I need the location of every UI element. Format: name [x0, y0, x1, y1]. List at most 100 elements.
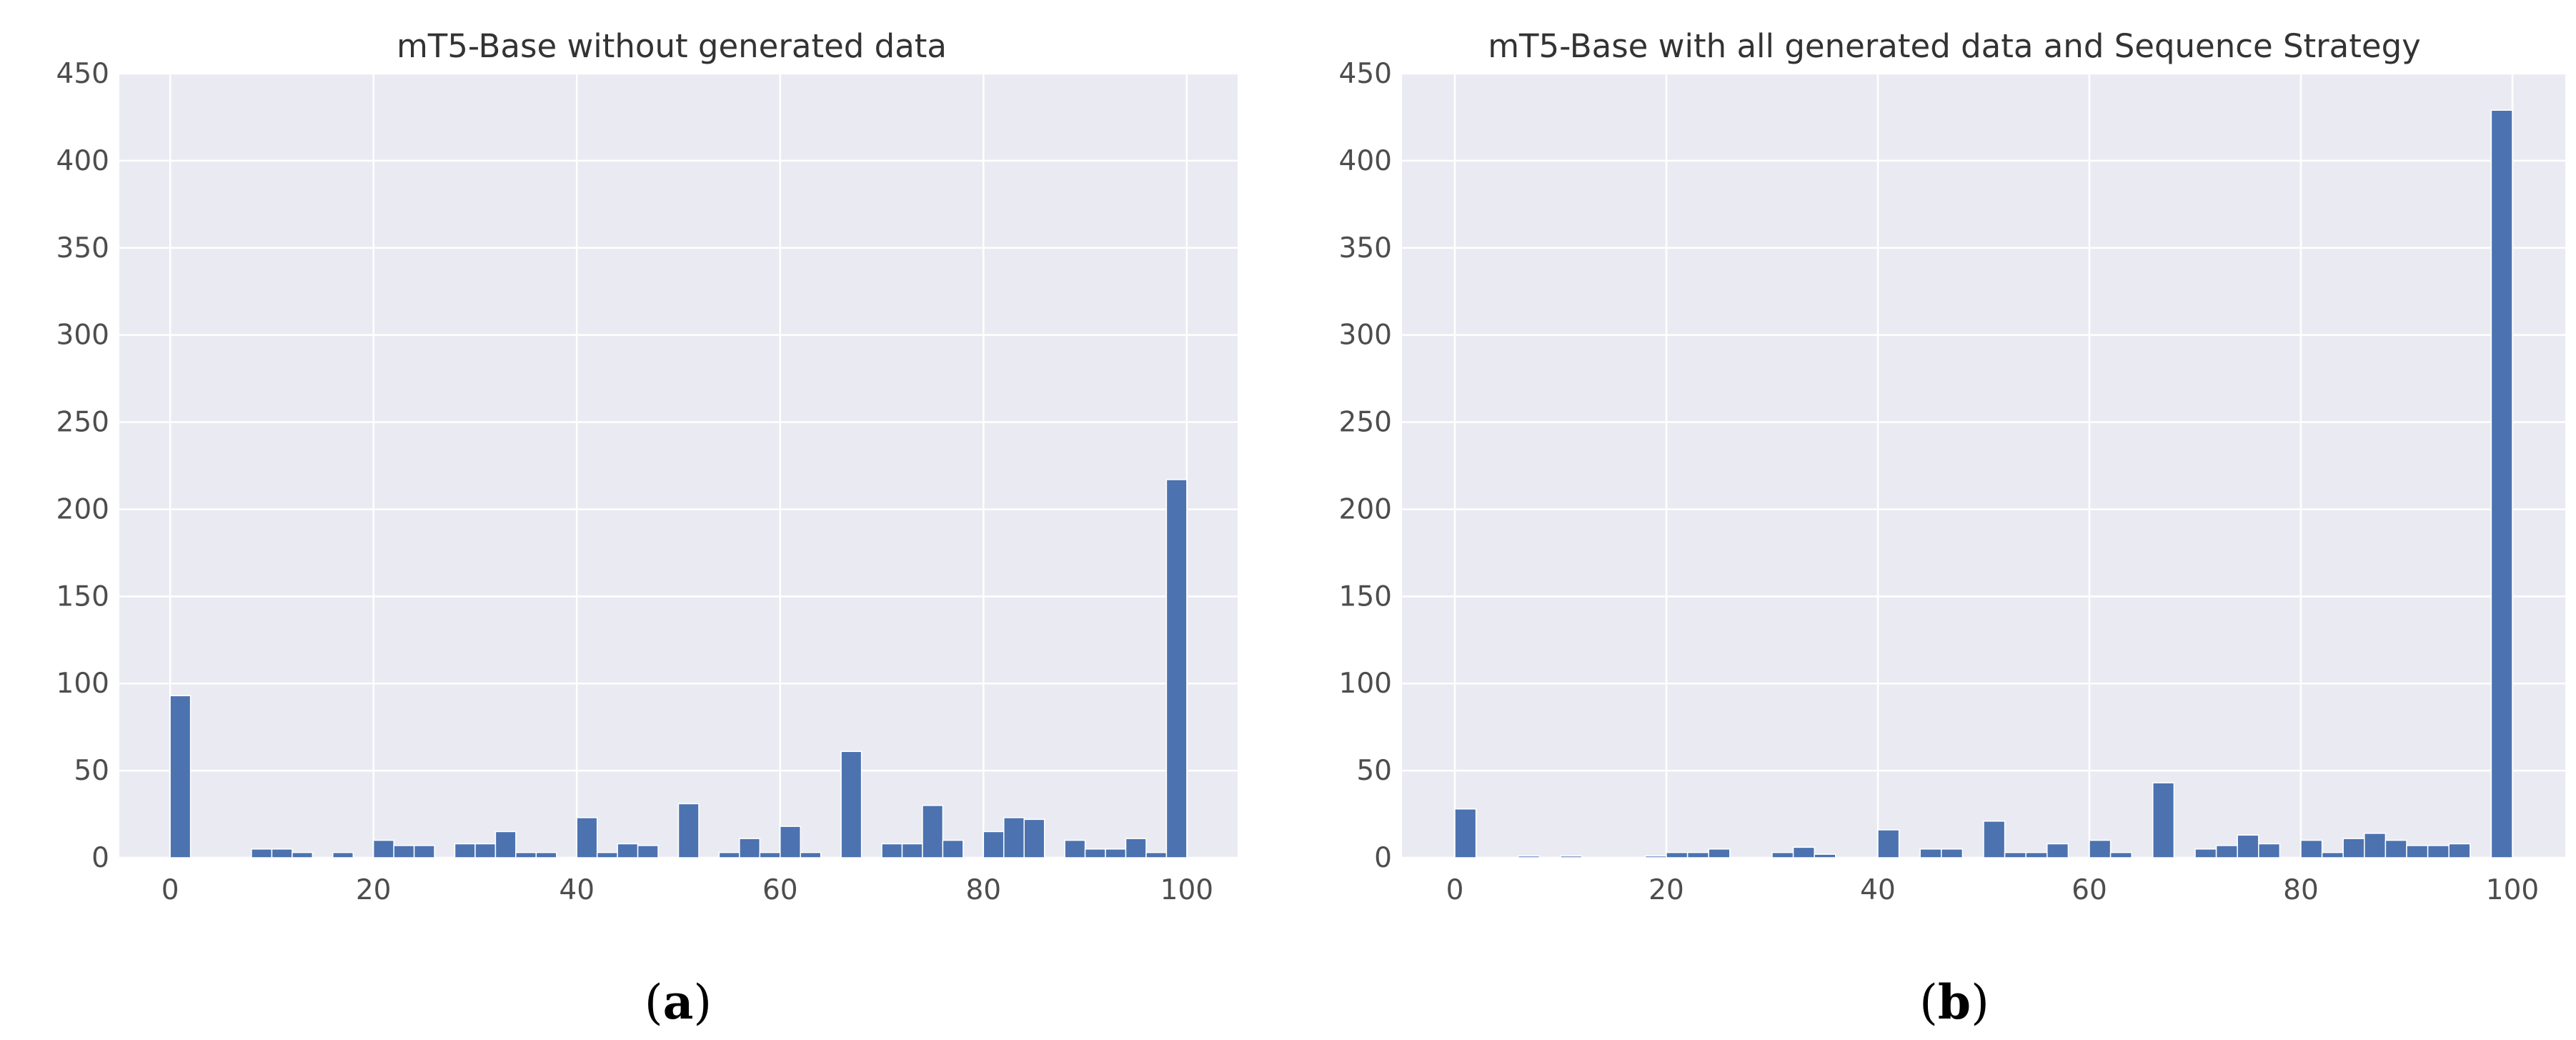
y-tick-label: 400	[56, 145, 109, 177]
histogram-bar	[271, 848, 293, 858]
histogram-bar	[596, 851, 618, 858]
histogram-bar	[942, 839, 964, 858]
histogram-bar	[413, 845, 435, 858]
histogram-bar	[515, 851, 537, 858]
histogram-bar	[2047, 843, 2069, 858]
chart-title-b: mT5-Base with all generated data and Seq…	[1488, 27, 2421, 65]
y-tick-label: 250	[1339, 407, 1392, 439]
histogram-bar	[2237, 834, 2259, 858]
y-tick-label: 350	[1339, 232, 1392, 264]
histogram-bar	[454, 843, 476, 858]
y-tick-label: 200	[1339, 493, 1392, 525]
histogram-bar	[292, 851, 314, 858]
histogram-bar	[922, 805, 944, 858]
histogram-bar	[1941, 848, 1964, 858]
x-ticks-b: 0 20 40 60 80 100	[1446, 874, 2540, 906]
histogram-bar	[2448, 843, 2471, 858]
y-tick-label: 450	[56, 58, 109, 90]
x-tick-label: 0	[161, 874, 179, 906]
y-tick-label: 200	[56, 493, 109, 525]
histogram-bar	[983, 831, 1005, 858]
x-tick-label: 40	[1860, 874, 1896, 906]
histogram-bar	[840, 751, 862, 858]
histogram-bar	[901, 843, 923, 858]
histogram-bar	[1644, 855, 1667, 858]
histogram-bar	[1877, 829, 1900, 858]
x-tick-label: 20	[356, 874, 392, 906]
histogram-bar	[759, 851, 781, 858]
panel-b: mT5-Base with all generated data and Seq…	[1339, 27, 2565, 1030]
histogram-bar	[2089, 839, 2112, 858]
x-tick-label: 80	[965, 874, 1001, 906]
histogram-bar	[1145, 851, 1168, 858]
x-tick-label: 60	[2072, 874, 2107, 906]
histogram-bar	[2342, 838, 2365, 858]
histogram-bar	[1003, 817, 1025, 858]
histogram-bar	[2152, 782, 2175, 858]
histogram-bar	[800, 851, 822, 858]
x-ticks-a: 0 20 40 60 80 100	[161, 874, 1213, 906]
chart-title-a: mT5-Base without generated data	[397, 27, 947, 65]
panel-label-a: (a)	[645, 974, 712, 1030]
histogram-bar	[2364, 833, 2387, 858]
histogram-bar	[2384, 839, 2407, 858]
histogram-bar	[494, 831, 517, 858]
histogram-bar	[677, 803, 700, 858]
histogram-bar	[1165, 479, 1188, 858]
histogram-bar	[332, 851, 354, 858]
y-tick-label: 450	[1339, 58, 1392, 90]
histogram-bar	[1708, 848, 1731, 858]
y-tick-label: 100	[56, 668, 109, 700]
grid-a	[119, 72, 1238, 859]
histogram-bar	[2194, 848, 2217, 858]
grid-b	[1402, 72, 2565, 859]
x-tick-label: 100	[2486, 874, 2539, 906]
histogram-bar	[617, 843, 639, 858]
x-tick-label: 60	[762, 874, 798, 906]
y-tick-label: 50	[74, 755, 109, 787]
histogram-bar	[1792, 846, 1815, 858]
histogram-bar	[2490, 109, 2513, 858]
x-tick-label: 0	[1446, 874, 1464, 906]
histogram-bar	[1919, 848, 1942, 858]
histogram-bar	[2300, 839, 2323, 858]
histogram-bar	[1454, 808, 1477, 858]
y-tick-label: 350	[56, 232, 109, 264]
y-tick-label: 150	[1339, 580, 1392, 613]
histogram-bar	[1771, 851, 1794, 858]
histogram-bar	[393, 845, 415, 858]
histogram-bar	[1814, 853, 1836, 858]
histogram-bar	[2427, 845, 2450, 858]
histogram-bar	[1560, 855, 1583, 858]
histogram-bar	[1666, 851, 1689, 858]
histogram-bar	[718, 851, 740, 858]
y-tick-label: 400	[1339, 145, 1392, 177]
histogram-bar	[1125, 838, 1147, 858]
panel-a: mT5-Base without generated data 0 50 100 15…	[56, 27, 1238, 1030]
panel-label-b: (b)	[1919, 974, 1989, 1030]
histogram-bar	[1084, 848, 1106, 858]
bars-b	[1454, 109, 2513, 858]
bars-a	[169, 479, 1188, 858]
y-tick-label: 300	[56, 320, 109, 352]
histogram-bar	[2258, 843, 2281, 858]
histogram-bar	[2025, 851, 2048, 858]
histogram-bar	[251, 848, 273, 858]
y-tick-label: 100	[1339, 668, 1392, 700]
histogram-bar	[2004, 851, 2027, 858]
histogram-bar	[474, 843, 497, 858]
y-ticks-b: 0 50 100 150 200 250 300 350 400 450	[1339, 58, 1392, 874]
y-ticks-a: 0 50 100 150 200 250 300 350 400 450	[56, 58, 109, 874]
histogram-bar	[2215, 845, 2238, 858]
y-tick-label: 0	[1374, 842, 1392, 874]
histogram-bar	[576, 817, 598, 858]
x-tick-label: 40	[559, 874, 595, 906]
y-tick-label: 300	[1339, 320, 1392, 352]
histogram-bar	[1518, 855, 1541, 858]
histogram-bar	[535, 851, 557, 858]
histogram-bar	[780, 826, 801, 858]
plot-area-b	[1402, 74, 2565, 858]
histogram-bar	[1023, 818, 1045, 858]
histogram-bar	[1064, 839, 1086, 858]
